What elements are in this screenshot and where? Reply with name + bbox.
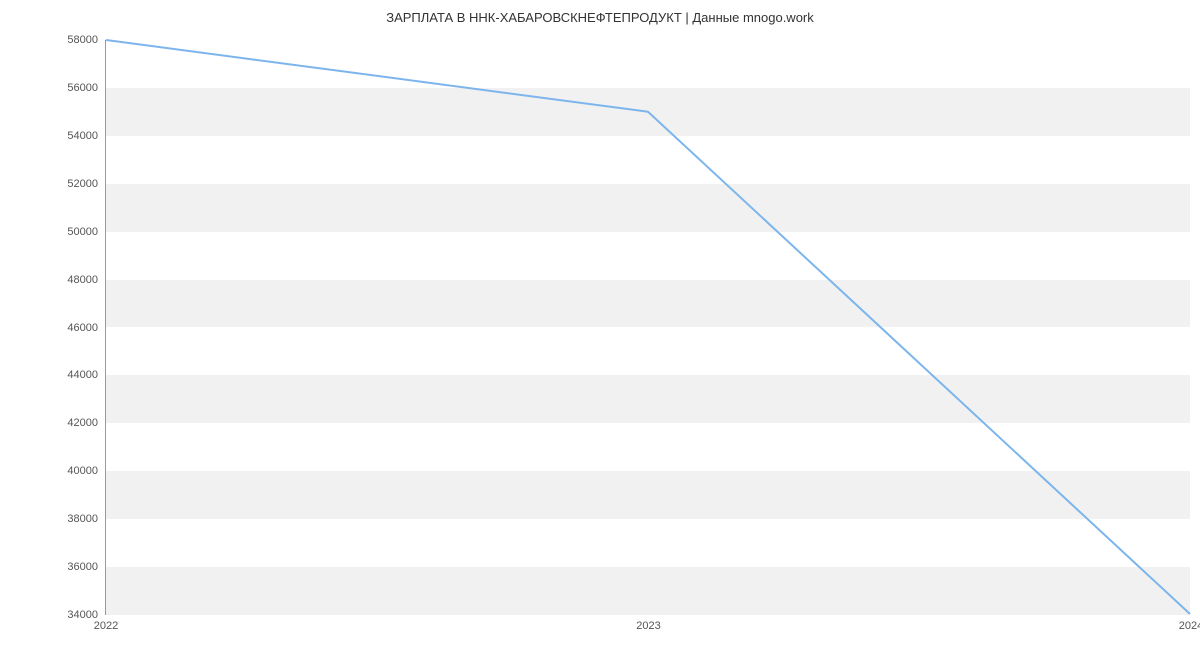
y-tick-label: 50000 [67, 226, 98, 238]
y-tick-label: 36000 [67, 561, 98, 573]
x-tick-label: 2022 [94, 620, 118, 632]
y-tick-label: 54000 [67, 130, 98, 142]
x-tick-label: 2023 [636, 620, 660, 632]
y-tick-label: 44000 [67, 369, 98, 381]
y-tick-label: 56000 [67, 82, 98, 94]
series-line [106, 40, 1190, 614]
y-tick-label: 58000 [67, 34, 98, 46]
y-tick-label: 46000 [67, 322, 98, 334]
y-tick-label: 42000 [67, 417, 98, 429]
x-tick-label: 2024 [1179, 620, 1200, 632]
y-tick-label: 48000 [67, 274, 98, 286]
y-tick-label: 40000 [67, 465, 98, 477]
y-tick-label: 38000 [67, 513, 98, 525]
y-tick-label: 52000 [67, 178, 98, 190]
chart-title: ЗАРПЛАТА В ННК-ХАБАРОВСКНЕФТЕПРОДУКТ | Д… [0, 10, 1200, 25]
plot-area: 3400036000380004000042000440004600048000… [105, 40, 1190, 615]
